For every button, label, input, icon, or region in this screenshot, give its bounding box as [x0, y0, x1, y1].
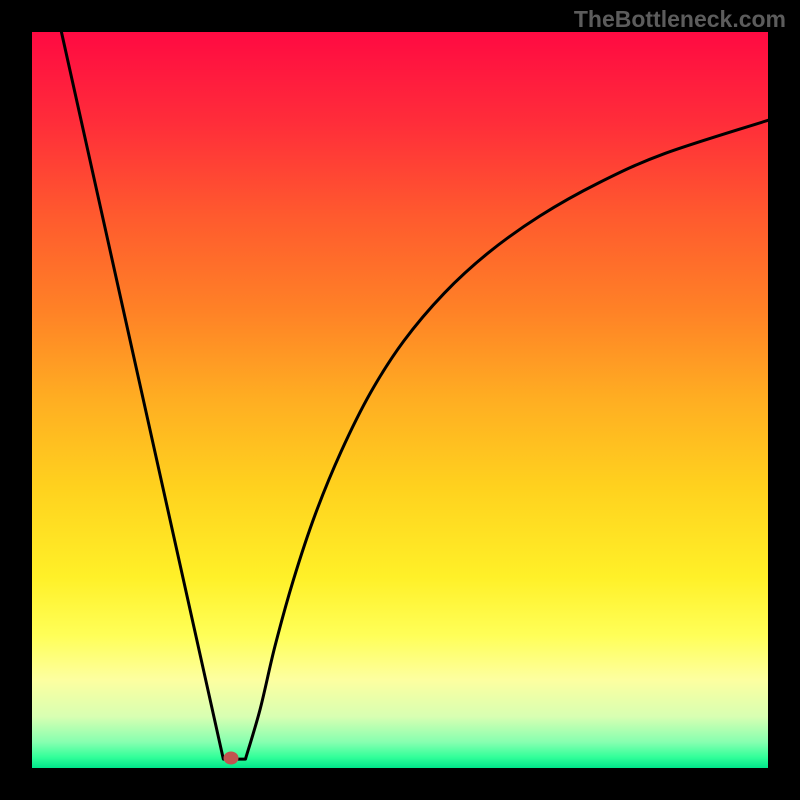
- minimum-marker: [223, 752, 238, 765]
- attribution-watermark: TheBottleneck.com: [574, 6, 786, 33]
- chart-container: [0, 0, 800, 800]
- plot-area: [32, 32, 768, 768]
- curve-layer: [32, 32, 768, 768]
- bottleneck-curve: [61, 32, 768, 759]
